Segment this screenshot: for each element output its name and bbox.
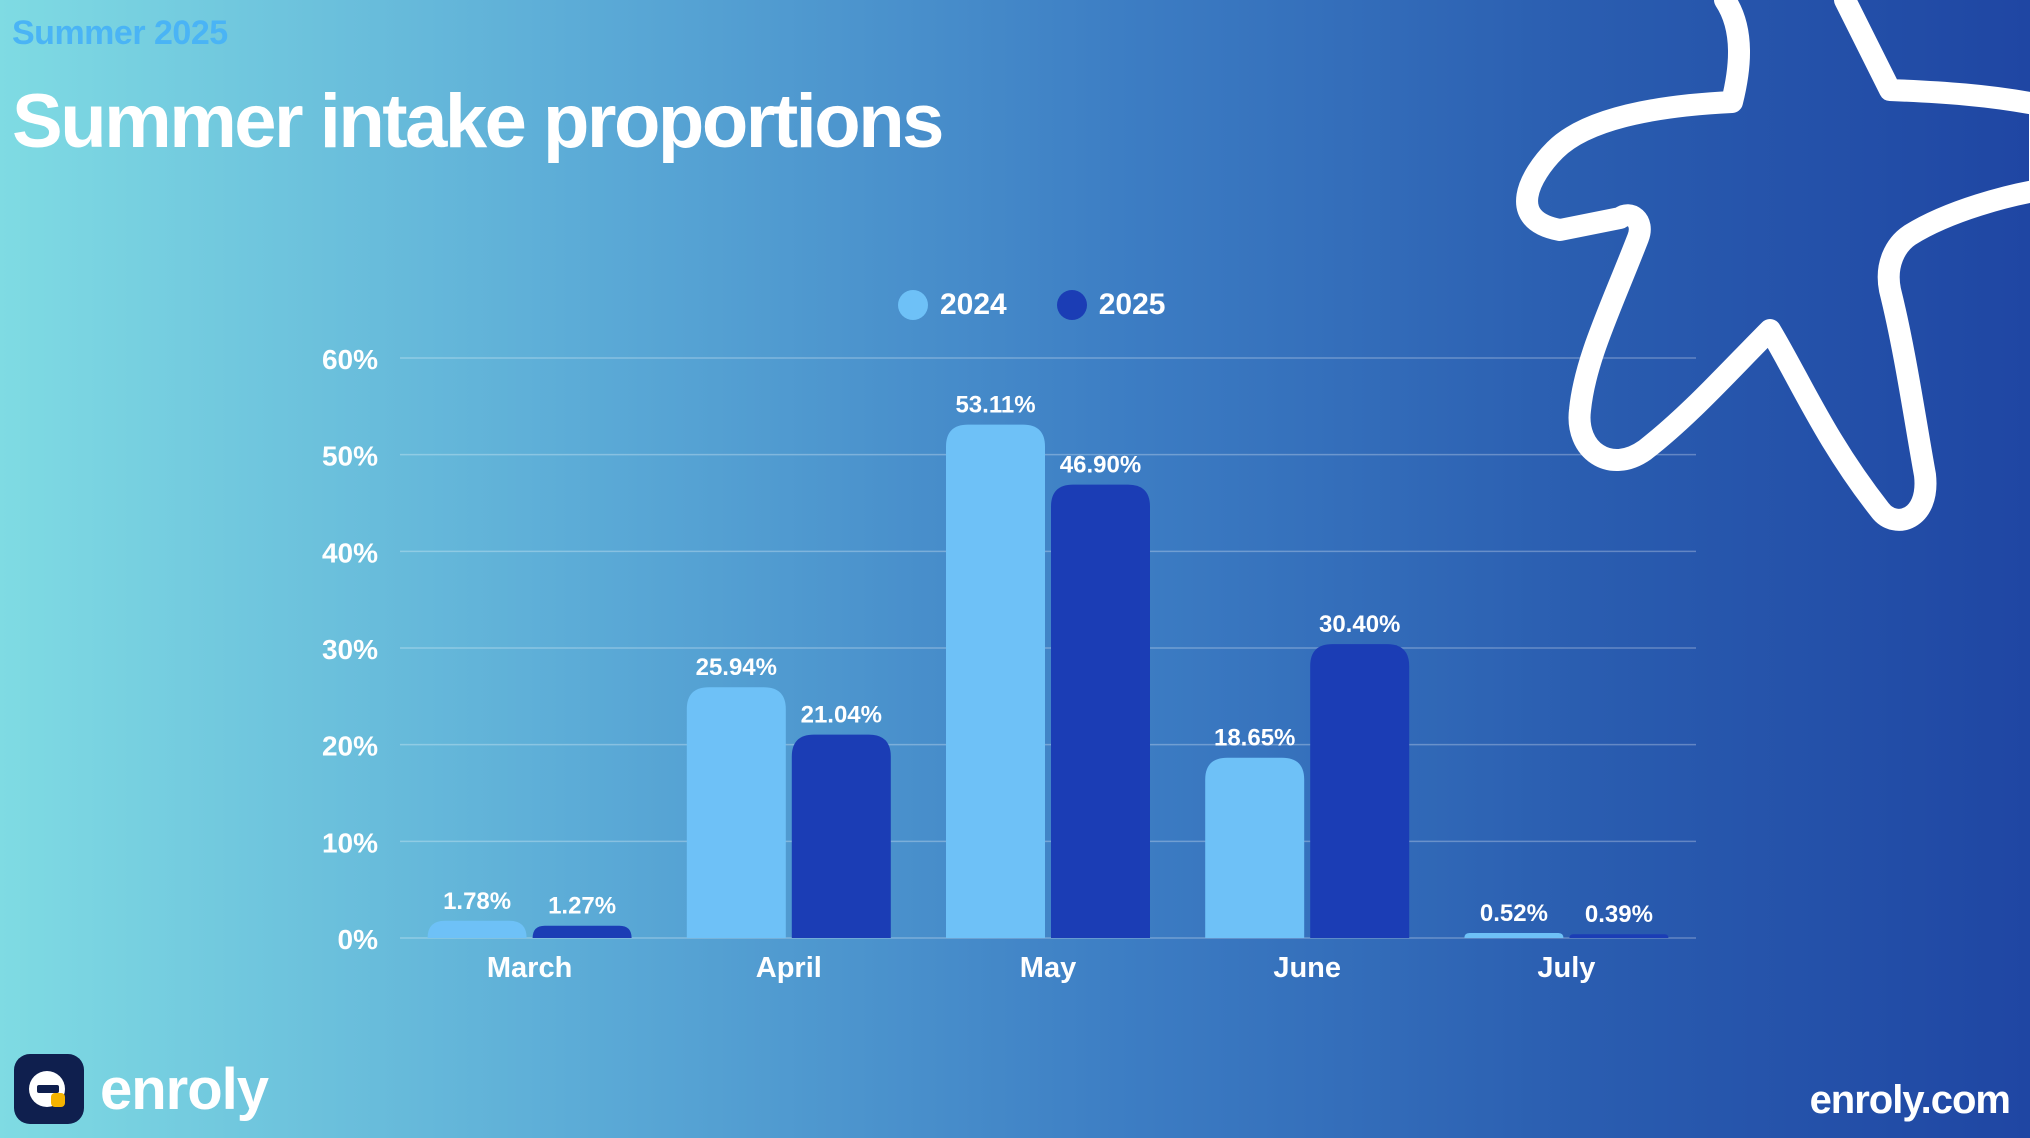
bar-2024-april [686,687,786,938]
x-tick-label: June [1273,952,1341,984]
legend-swatch-2025 [1056,290,1087,320]
starfish-icon [1516,0,2030,531]
x-tick-label: May [1020,952,1076,984]
bar-2025-june [1310,644,1410,938]
brand-lockup: enroly [14,1054,269,1124]
legend-item-2025: 2025 [1056,288,1166,322]
x-tick-label: March [487,952,572,984]
y-tick-label: 30% [322,634,378,665]
eyebrow-label: Summer 2025 [12,14,228,52]
data-label: 46.90% [1060,452,1141,479]
y-tick-label: 0% [338,924,379,955]
data-label: 21.04% [801,702,882,729]
bar-2024-june [1205,757,1305,938]
legend-label-2024: 2024 [940,288,1007,321]
y-tick-label: 40% [322,537,378,568]
bar-2024-may [946,424,1045,938]
y-tick-label: 50% [322,441,378,472]
legend-item-2024: 2024 [898,288,1007,322]
data-label: 0.39% [1585,901,1653,928]
bar-2024-july [1464,932,1564,938]
data-label: 0.52% [1480,900,1548,927]
legend-label-2025: 2025 [1098,288,1166,321]
bar-2024-march [427,920,527,938]
data-label: 25.94% [696,654,777,681]
bar-2025-may [1051,484,1150,938]
enroly-logo-icon [14,1054,84,1124]
chart-legend: 2024 2025 [898,288,1166,322]
y-tick-label: 60% [322,344,378,375]
bar-2025-april [791,734,891,938]
x-tick-label: April [756,952,822,984]
data-label: 53.11% [955,392,1035,419]
page-title: Summer intake proportions [12,79,944,164]
y-tick-label: 10% [322,827,378,858]
data-label: 30.40% [1319,611,1400,638]
website-link[interactable]: enroly.com [1809,1078,2011,1122]
brand-name: enroly [100,1056,269,1122]
data-label: 18.65% [1214,725,1295,752]
legend-swatch-2024 [898,290,928,320]
y-tick-label: 20% [322,731,378,762]
bar-2025-july [1569,934,1669,938]
x-tick-label: July [1537,952,1595,984]
data-label: 1.78% [443,888,511,915]
data-label: 1.27% [548,893,616,920]
bar-2025-march [532,925,632,938]
